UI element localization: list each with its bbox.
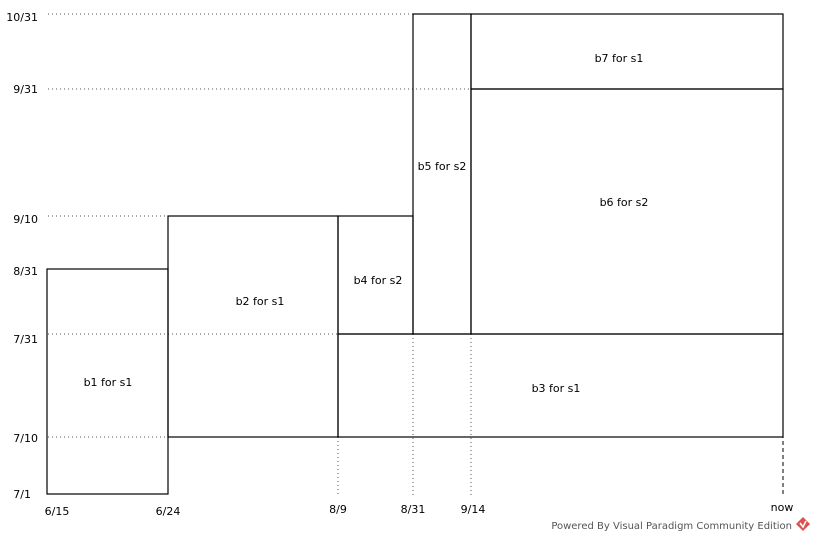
- y-tick-label: 7/1: [13, 488, 31, 501]
- y-tick-label: 7/31: [13, 333, 38, 346]
- footer-text: Powered By Visual Paradigm Community Edi…: [551, 521, 792, 532]
- block-label-b5: b5 for s2: [418, 160, 467, 173]
- x-tick-label: 8/31: [401, 503, 426, 516]
- block-b7: [470, 13, 784, 90]
- block-label-b4: b4 for s2: [354, 274, 403, 287]
- block-b6: [470, 88, 784, 335]
- x-tick-label: 6/24: [156, 505, 181, 518]
- x-tick-label: 6/15: [45, 505, 70, 518]
- y-tick-label: 7/10: [13, 432, 38, 445]
- x-tick-label: 8/9: [329, 503, 347, 516]
- y-tick-label: 8/31: [13, 265, 38, 278]
- block-b5: [412, 13, 472, 335]
- y-tick-label: 10/31: [6, 11, 38, 24]
- visual-paradigm-logo-icon: [796, 517, 810, 531]
- block-label-b2: b2 for s1: [236, 295, 285, 308]
- x-tick-label: now: [771, 501, 794, 514]
- x-tick-label: 9/14: [461, 503, 486, 516]
- block-label-b6: b6 for s2: [600, 196, 649, 209]
- block-b2: [167, 215, 339, 438]
- block-label-b3: b3 for s1: [532, 382, 581, 395]
- y-tick-label: 9/10: [13, 213, 38, 226]
- y-tick-label: 9/31: [13, 83, 38, 96]
- block-label-b7: b7 for s1: [595, 52, 644, 65]
- block-label-b1: b1 for s1: [84, 376, 133, 389]
